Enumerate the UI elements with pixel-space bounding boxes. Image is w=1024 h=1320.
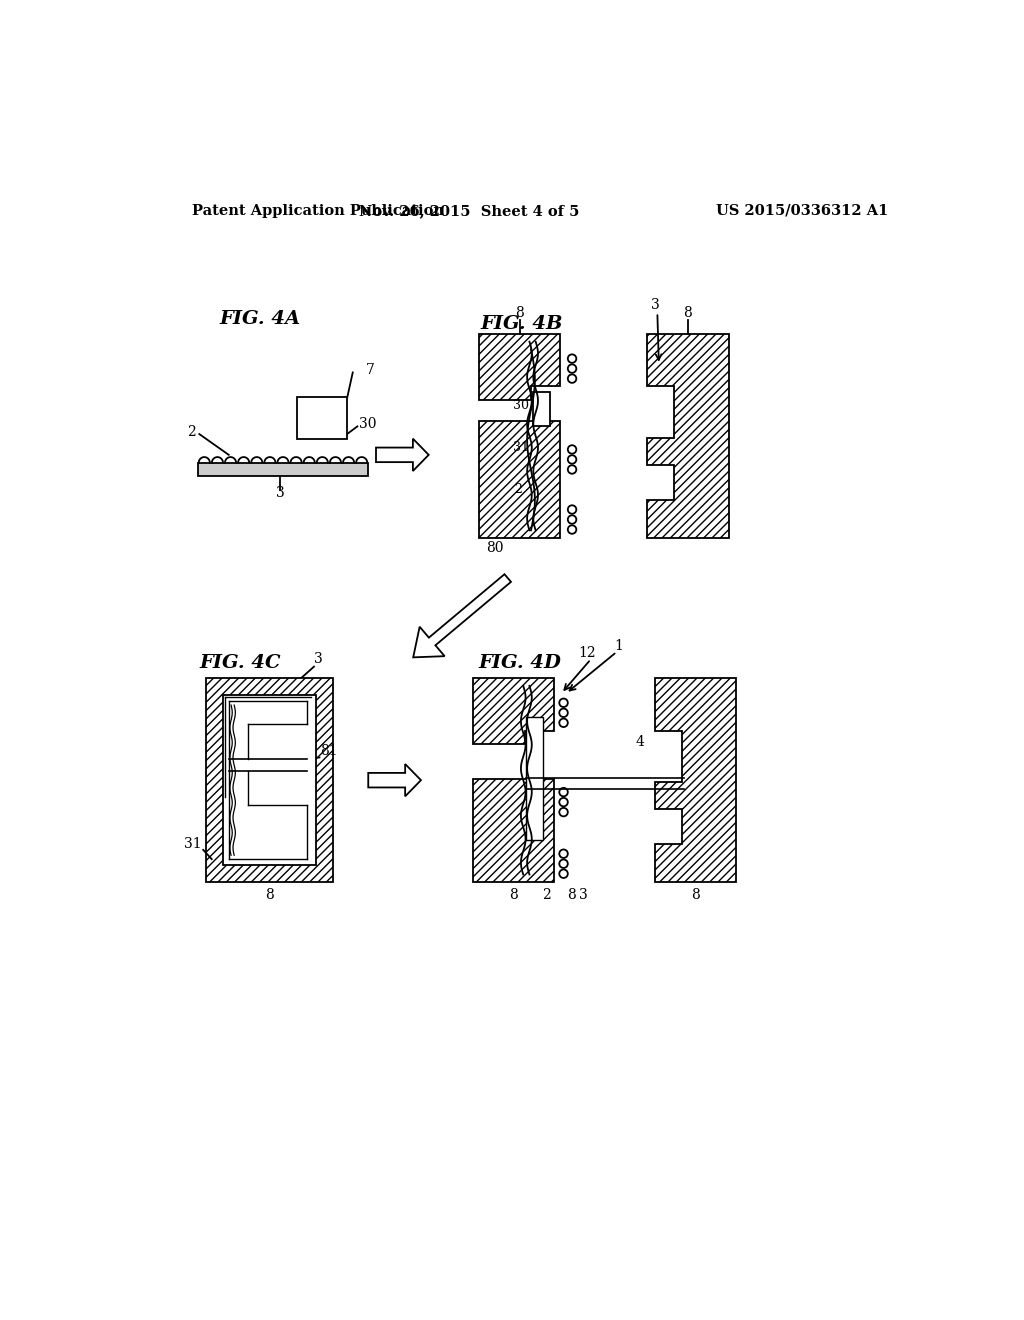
Text: 80: 80 [485,541,504,554]
Text: 81: 81 [321,744,338,758]
Text: 8: 8 [567,888,577,902]
Text: FIG. 4C: FIG. 4C [200,653,281,672]
Text: 2: 2 [542,888,551,902]
Text: 30: 30 [513,399,528,412]
Text: 8: 8 [265,888,273,902]
Polygon shape [473,678,554,744]
Text: 3: 3 [650,297,659,312]
Text: 2: 2 [515,483,522,496]
Text: FIG. 4D: FIG. 4D [478,653,561,672]
Text: 8: 8 [509,888,518,902]
Polygon shape [369,764,421,796]
Bar [297,397,347,440]
Text: US 2015/0336312 A1: US 2015/0336312 A1 [716,203,889,218]
Text: 2: 2 [187,425,197,438]
Polygon shape [479,421,560,539]
Polygon shape [473,779,554,882]
Polygon shape [414,574,511,657]
Bar [532,392,550,426]
Text: 31: 31 [513,441,528,454]
Text: 8: 8 [684,306,692,319]
Polygon shape [376,438,429,471]
Text: 4: 4 [635,735,644,748]
Polygon shape [655,678,736,882]
Text: 12: 12 [578,647,596,660]
Bar [198,462,369,477]
Text: 7: 7 [366,363,375,378]
Text: Nov. 26, 2015  Sheet 4 of 5: Nov. 26, 2015 Sheet 4 of 5 [358,203,580,218]
Text: 1: 1 [614,639,623,652]
Text: 3: 3 [579,888,588,902]
Text: 8: 8 [691,888,700,902]
Text: 3: 3 [275,486,285,500]
Polygon shape [647,334,729,539]
Polygon shape [206,678,334,882]
Polygon shape [479,334,560,400]
Text: 30: 30 [359,417,377,432]
Text: 8: 8 [515,306,524,319]
Text: Patent Application Publication: Patent Application Publication [191,203,443,218]
Text: FIG. 4A: FIG. 4A [219,310,301,327]
Bar [526,717,544,840]
Text: 3: 3 [314,652,323,665]
Text: FIG. 4B: FIG. 4B [480,315,563,333]
Text: 31: 31 [184,837,202,850]
Bar [222,696,316,866]
